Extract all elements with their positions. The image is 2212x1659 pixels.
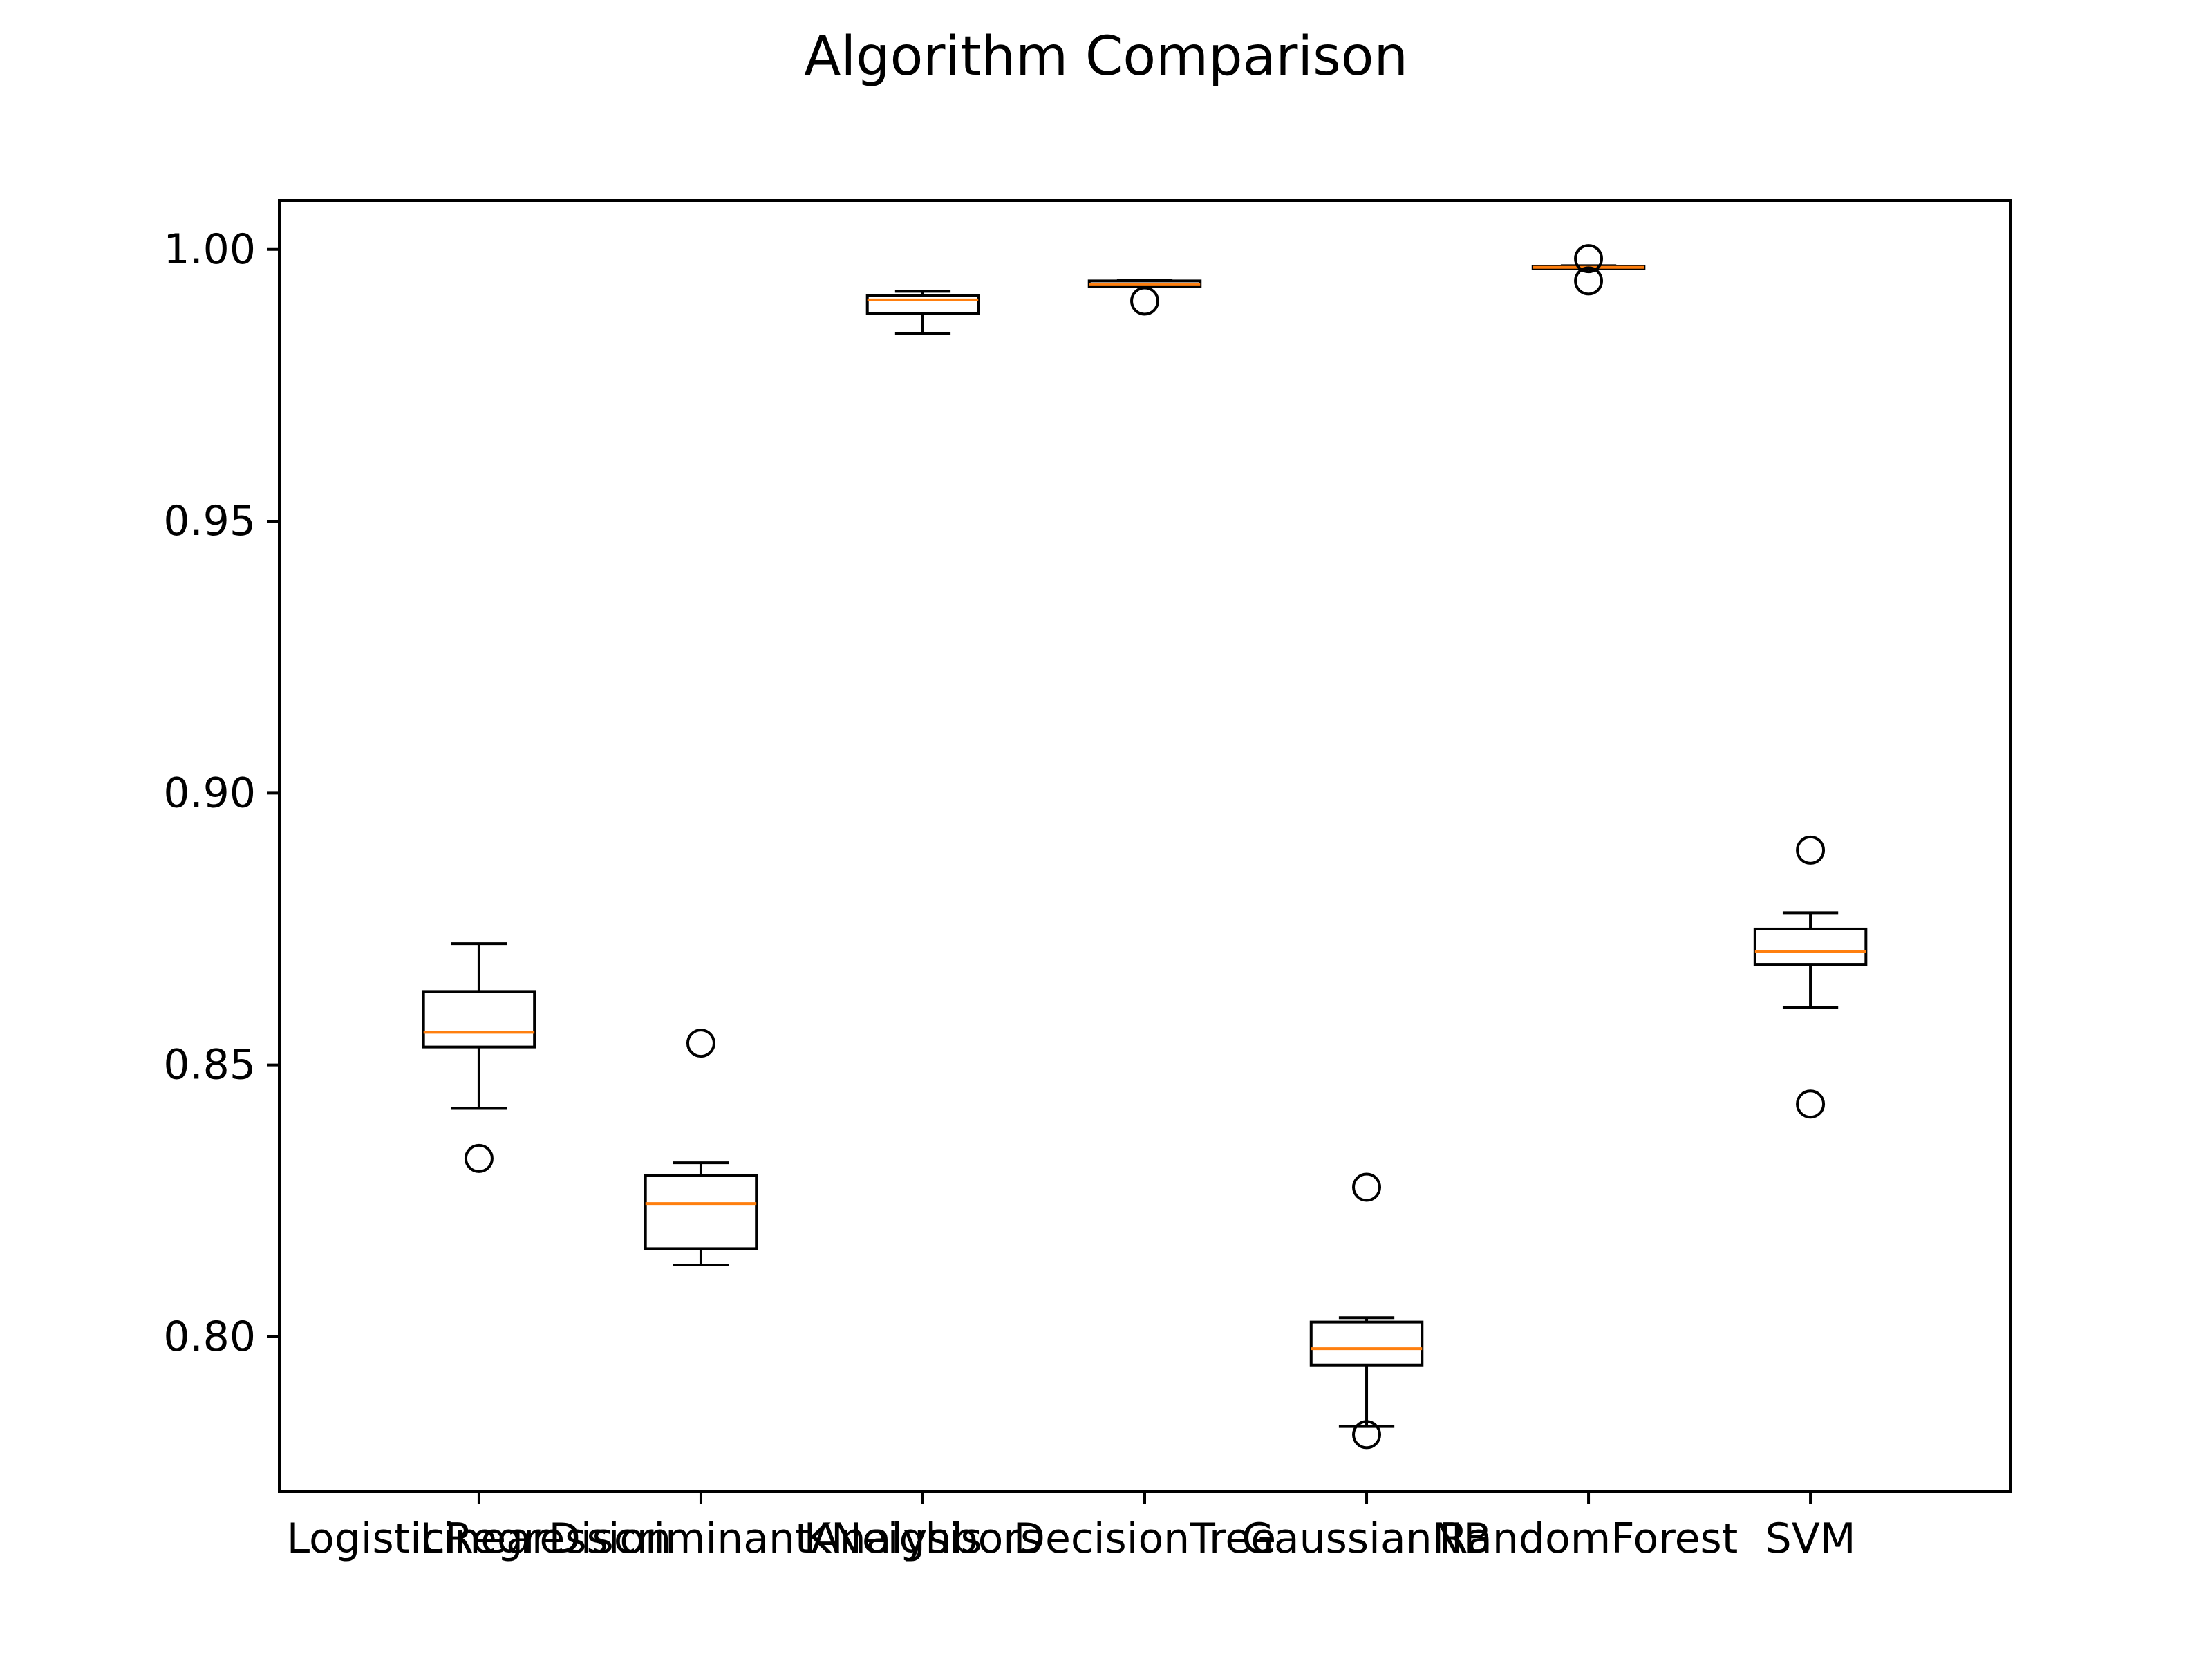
plot-frame bbox=[278, 199, 2012, 1493]
y-tick-label: 1.00 bbox=[163, 225, 256, 274]
y-tick-label: 0.95 bbox=[163, 497, 256, 545]
chart-title: Algorithm Comparison bbox=[804, 26, 1408, 88]
outlier-point bbox=[686, 1029, 715, 1058]
outlier-point bbox=[464, 1143, 494, 1173]
outlier-point bbox=[1352, 1420, 1382, 1450]
box-group bbox=[1087, 279, 1202, 316]
box-iqr bbox=[644, 1174, 758, 1250]
box-group bbox=[865, 290, 980, 335]
box-iqr bbox=[422, 990, 536, 1049]
outlier-point bbox=[1574, 266, 1604, 296]
box-iqr bbox=[1309, 1320, 1424, 1367]
box-group bbox=[1753, 835, 1868, 1119]
outlier-point bbox=[1574, 244, 1604, 274]
x-tick-label: KNeighbors bbox=[804, 1515, 1042, 1563]
outlier-point bbox=[1352, 1172, 1382, 1202]
outlier-point bbox=[1796, 835, 1826, 865]
box-group bbox=[1531, 244, 1646, 296]
x-tick-label: DecisionTree bbox=[1013, 1515, 1276, 1563]
x-tick-label: GaussianNB bbox=[1241, 1515, 1491, 1563]
box-iqr bbox=[865, 294, 980, 315]
y-tick-label: 0.80 bbox=[163, 1313, 256, 1361]
box-iqr bbox=[1753, 927, 1868, 966]
x-tick-label: RandomForest bbox=[1439, 1515, 1738, 1563]
box-group bbox=[422, 942, 536, 1173]
x-axis: LogisticRegressionLinearDiscriminantAnal… bbox=[287, 1492, 1856, 1563]
y-tick-label: 0.90 bbox=[163, 769, 256, 817]
x-tick-label: LinearDiscriminantAnalysis bbox=[420, 1515, 982, 1563]
y-tick-label: 0.85 bbox=[163, 1041, 256, 1089]
y-axis: 0.80 0.85 0.90 0.95 1.00 bbox=[163, 225, 279, 1361]
plot-marks bbox=[422, 244, 1868, 1450]
box-group bbox=[1309, 1172, 1424, 1450]
outlier-point bbox=[1130, 286, 1159, 316]
x-tick-label: LogisticRegression bbox=[287, 1515, 671, 1563]
outlier-point bbox=[1796, 1089, 1826, 1119]
x-tick-label: SVM bbox=[1765, 1515, 1856, 1563]
box-group bbox=[644, 1029, 758, 1267]
